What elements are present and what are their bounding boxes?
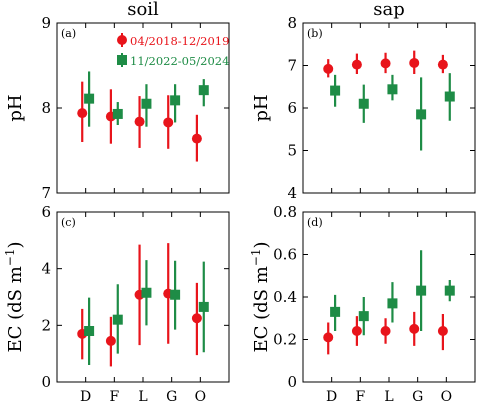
data-point-square bbox=[416, 109, 427, 120]
data-point-circle bbox=[437, 326, 448, 336]
panel-tag: (d) bbox=[307, 216, 323, 229]
x-tick-label: O bbox=[195, 389, 206, 402]
panel-title: soil bbox=[127, 0, 159, 20]
data-point-square bbox=[141, 287, 152, 298]
data-point-circle bbox=[323, 332, 334, 343]
data-point-circle bbox=[134, 116, 145, 127]
panel-b: sap (b) 4 5 6 7 8 pH bbox=[251, 0, 476, 202]
y-tick-label: 6 bbox=[287, 99, 297, 117]
data-point-circle bbox=[323, 63, 334, 74]
x-tick-label: L bbox=[384, 389, 393, 402]
data-point-square bbox=[170, 289, 181, 300]
x-tick-label: F bbox=[109, 389, 119, 402]
x-tick-label: D bbox=[80, 389, 91, 402]
data-point-circle bbox=[380, 58, 391, 69]
legend-label: 11/2022-05/2024 bbox=[130, 54, 229, 68]
data-point-square bbox=[112, 314, 123, 325]
data-point-square bbox=[416, 285, 427, 296]
panel-tag: (c) bbox=[61, 216, 76, 229]
y-tick-label: 8 bbox=[287, 14, 297, 32]
y-tick-label: 0 bbox=[287, 373, 297, 391]
data-point-square bbox=[198, 85, 209, 96]
data-point-circle bbox=[191, 313, 202, 324]
data-point-square bbox=[330, 306, 341, 317]
y-tick-label: 4 bbox=[41, 260, 51, 278]
panel-d: (d) 0 0.2 0.4 0.6 0.8 D F L G O EC (dS m−1) bbox=[249, 203, 476, 405]
data-point-square bbox=[444, 91, 455, 102]
y-tick-label: 0.8 bbox=[273, 203, 297, 221]
y-tick-label: 8 bbox=[41, 99, 51, 117]
data-point-square bbox=[358, 98, 369, 109]
data-point-circle bbox=[77, 108, 88, 119]
y-tick-label: 0.4 bbox=[273, 288, 297, 306]
data-point-square bbox=[198, 301, 209, 312]
data-point-square bbox=[444, 285, 455, 296]
panel-a: soil (a) 7 8 9 pH 04/2018-12/2019 11/2022-05/20… bbox=[5, 0, 230, 202]
y-axis-label: pH bbox=[251, 94, 272, 121]
panel-tag: (b) bbox=[307, 27, 323, 40]
data-point-square bbox=[330, 85, 341, 96]
y-tick-label: 0.2 bbox=[273, 331, 297, 349]
data-point-circle bbox=[105, 335, 116, 346]
panel-tag: (a) bbox=[61, 27, 76, 40]
y-tick-label: 9 bbox=[41, 14, 51, 32]
y-tick-label: 7 bbox=[287, 57, 297, 75]
x-tick-label: L bbox=[138, 389, 147, 402]
y-axis-label: EC (dS m−1) bbox=[3, 241, 26, 352]
data-point-square bbox=[84, 93, 95, 104]
x-tick-label: O bbox=[441, 389, 452, 402]
y-tick-label: 0.6 bbox=[273, 246, 297, 264]
data-point-circle bbox=[409, 323, 420, 334]
data-point-square bbox=[387, 84, 398, 95]
y-tick-label: 7 bbox=[41, 184, 51, 202]
x-tick-label: G bbox=[166, 389, 177, 402]
legend-label: 04/2018-12/2019 bbox=[130, 34, 229, 48]
y-tick-label: 4 bbox=[287, 184, 297, 202]
y-tick-label: 5 bbox=[287, 142, 297, 160]
data-point-circle bbox=[351, 326, 362, 336]
data-point-square bbox=[141, 98, 152, 109]
y-tick-label: 2 bbox=[41, 316, 51, 334]
data-point-square bbox=[112, 108, 123, 119]
data-point-square bbox=[84, 326, 95, 336]
y-axis-label: pH bbox=[5, 94, 26, 121]
data-point-circle bbox=[437, 59, 448, 70]
data-point-circle bbox=[163, 117, 174, 128]
data-point-circle bbox=[351, 59, 362, 70]
data-point-square bbox=[387, 298, 398, 309]
y-tick-label: 0 bbox=[41, 373, 51, 391]
panel-title: sap bbox=[373, 0, 405, 20]
x-tick-label: D bbox=[326, 389, 337, 402]
x-tick-label: G bbox=[412, 389, 423, 402]
data-point-square bbox=[358, 311, 369, 322]
y-tick-label: 6 bbox=[41, 203, 51, 221]
y-axis-label: EC (dS m−1) bbox=[249, 241, 272, 352]
data-point-circle bbox=[409, 57, 420, 68]
x-tick-label: F bbox=[355, 389, 365, 402]
data-point-circle bbox=[380, 326, 391, 336]
data-point-circle bbox=[191, 133, 202, 144]
panel-c: (c) 0 2 4 6 D F L G O EC (dS m−1) bbox=[3, 203, 230, 405]
data-point-square bbox=[170, 95, 181, 106]
